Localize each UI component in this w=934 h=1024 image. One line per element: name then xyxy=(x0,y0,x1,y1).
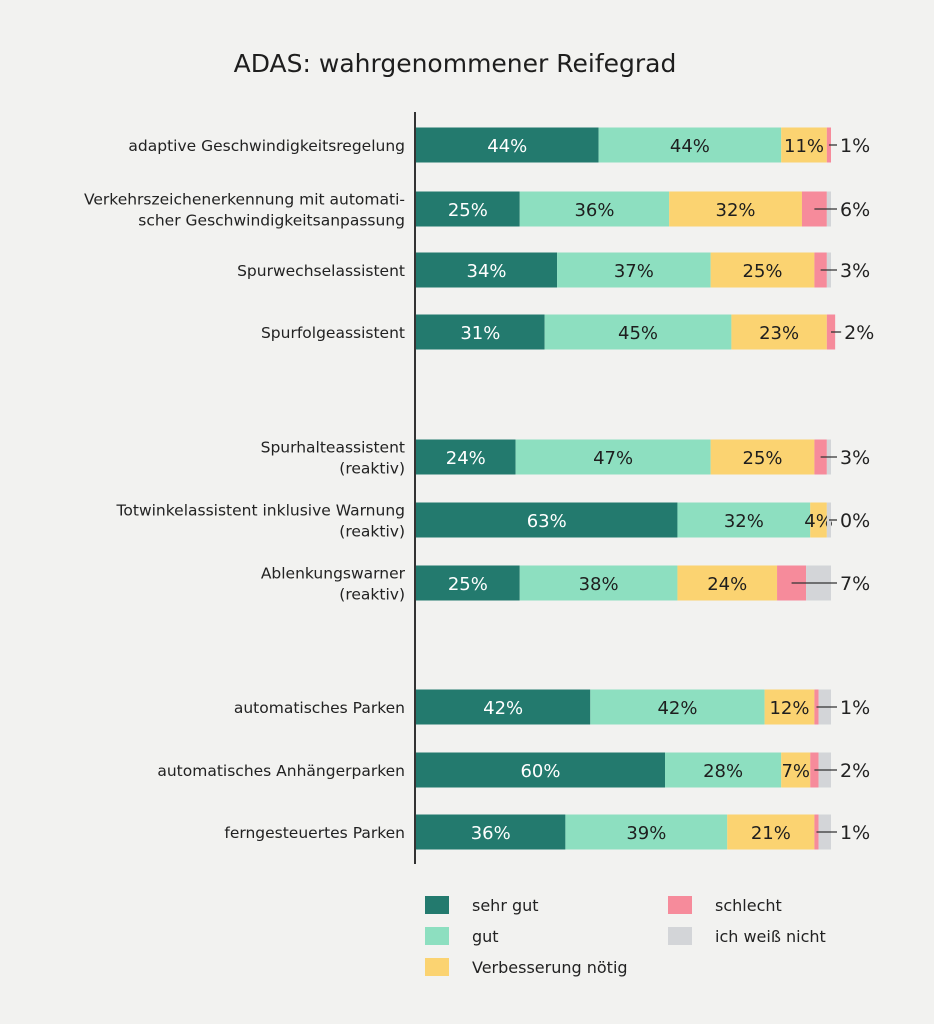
external-value-label: 1% xyxy=(840,822,870,844)
segment-value-label: 63% xyxy=(527,511,567,532)
segment-value-label: 25% xyxy=(743,448,783,469)
chart-title: ADAS: wahrgenommener Reifegrad xyxy=(234,49,677,78)
bar-segment-gut xyxy=(519,565,678,601)
segment-value-label: 60% xyxy=(520,761,560,782)
external-value-label: 1% xyxy=(840,697,870,719)
bar-segment-Verbesserung-noetig xyxy=(781,752,811,788)
legend-swatch xyxy=(425,958,449,976)
external-value-label: 7% xyxy=(840,573,870,595)
bar-segment-gut xyxy=(598,127,782,163)
bar-segment-Verbesserung-noetig xyxy=(764,689,815,725)
bar-segment-sehr-gut xyxy=(416,127,599,163)
segment-value-label: 44% xyxy=(670,136,710,157)
bar-segment-sehr-gut xyxy=(416,252,558,288)
external-value-label: 1% xyxy=(840,135,870,157)
bar-segment-sehr-gut xyxy=(416,565,520,601)
external-value-label: 3% xyxy=(840,260,870,282)
legend-label: ich weiß nicht xyxy=(715,927,826,946)
segment-value-label: 7% xyxy=(781,761,810,782)
bar-segment-gut xyxy=(557,252,711,288)
external-value-label: 3% xyxy=(840,447,870,469)
external-value-label: 0% xyxy=(840,510,870,532)
legend-label: Verbesserung nötig xyxy=(472,958,628,977)
bar-segment-sehr-gut xyxy=(416,689,591,725)
segment-value-label: 11% xyxy=(784,136,824,157)
segment-value-label: 28% xyxy=(703,761,743,782)
segment-value-label: 44% xyxy=(487,136,527,157)
category-label: adaptive Geschwindigkeitsregelung xyxy=(128,137,405,155)
legend-label: sehr gut xyxy=(472,896,539,915)
legend-swatch xyxy=(668,927,692,945)
bar-segment-gut xyxy=(677,502,811,538)
segment-value-label: 24% xyxy=(707,574,747,595)
segment-value-label: 4% xyxy=(804,511,833,532)
category-label: automatisches Parken xyxy=(234,699,405,717)
bar-segment-ich-weiss-nicht xyxy=(826,502,831,538)
segment-value-label: 34% xyxy=(467,261,507,282)
bar-segment-gut xyxy=(544,314,732,350)
segment-value-label: 45% xyxy=(618,323,658,344)
category-label: Spurfolgeassistent xyxy=(261,324,405,342)
segment-value-label: 32% xyxy=(724,511,764,532)
legend-label: gut xyxy=(472,927,499,946)
bar-segment-Verbesserung-noetig xyxy=(710,252,815,288)
external-value-label: 2% xyxy=(840,760,870,782)
segment-value-label: 31% xyxy=(460,323,500,344)
segment-value-label: 12% xyxy=(769,698,809,719)
category-label: Spurhalteassistent (reaktiv) xyxy=(261,439,405,478)
segment-value-label: 25% xyxy=(743,261,783,282)
segment-value-label: 32% xyxy=(716,200,756,221)
legend-swatch xyxy=(425,927,449,945)
category-label: Spurwechselassistent xyxy=(237,262,405,280)
segment-value-label: 36% xyxy=(574,200,614,221)
category-label: automatisches Anhängerparken xyxy=(157,762,405,780)
external-value-label: 2% xyxy=(844,322,874,344)
category-label: ferngesteuertes Parken xyxy=(224,824,405,842)
legend-swatch xyxy=(668,896,692,914)
bar-segment-sehr-gut xyxy=(416,814,566,850)
bar-segment-Verbesserung-noetig xyxy=(781,127,827,163)
bar-segment-sehr-gut xyxy=(416,752,665,788)
segment-value-label: 42% xyxy=(657,698,697,719)
bar-segment-Verbesserung-noetig xyxy=(669,191,802,227)
segment-value-label: 47% xyxy=(593,448,633,469)
category-label: Totwinkelassistent inklusive Warnung (rea… xyxy=(116,502,405,541)
bar-segment-gut xyxy=(515,439,711,475)
bar-segment-sehr-gut xyxy=(416,502,678,538)
segment-value-label: 37% xyxy=(614,261,654,282)
bar-segment-Verbesserung-noetig xyxy=(677,565,778,601)
segment-value-label: 42% xyxy=(483,698,523,719)
segment-value-label: 25% xyxy=(448,574,488,595)
bar-segment-gut xyxy=(665,752,782,788)
bar-segment-Verbesserung-noetig xyxy=(810,502,827,538)
segment-value-label: 21% xyxy=(751,823,791,844)
bar-segment-sehr-gut xyxy=(416,439,516,475)
bar-segment-Verbesserung-noetig xyxy=(710,439,815,475)
external-value-label: 6% xyxy=(840,199,870,221)
segment-value-label: 39% xyxy=(626,823,666,844)
segment-value-label: 38% xyxy=(579,574,619,595)
bar-segment-Verbesserung-noetig xyxy=(727,814,815,850)
legend-label: schlecht xyxy=(715,896,782,915)
segment-value-label: 36% xyxy=(471,823,511,844)
category-label: Verkehrszeichenerkennung mit automati-sc… xyxy=(84,191,405,230)
bar-segment-sehr-gut xyxy=(416,191,520,227)
category-label: Ablenkungswarner (reaktiv) xyxy=(261,565,406,604)
bar-segment-sehr-gut xyxy=(416,314,545,350)
bar-segment-Verbesserung-noetig xyxy=(731,314,827,350)
legend-swatch xyxy=(425,896,449,914)
segment-value-label: 23% xyxy=(759,323,799,344)
segment-value-label: 24% xyxy=(446,448,486,469)
bar-segment-gut xyxy=(519,191,670,227)
segment-value-label: 25% xyxy=(448,200,488,221)
bar-segment-gut xyxy=(565,814,728,850)
bar-segment-gut xyxy=(590,689,765,725)
